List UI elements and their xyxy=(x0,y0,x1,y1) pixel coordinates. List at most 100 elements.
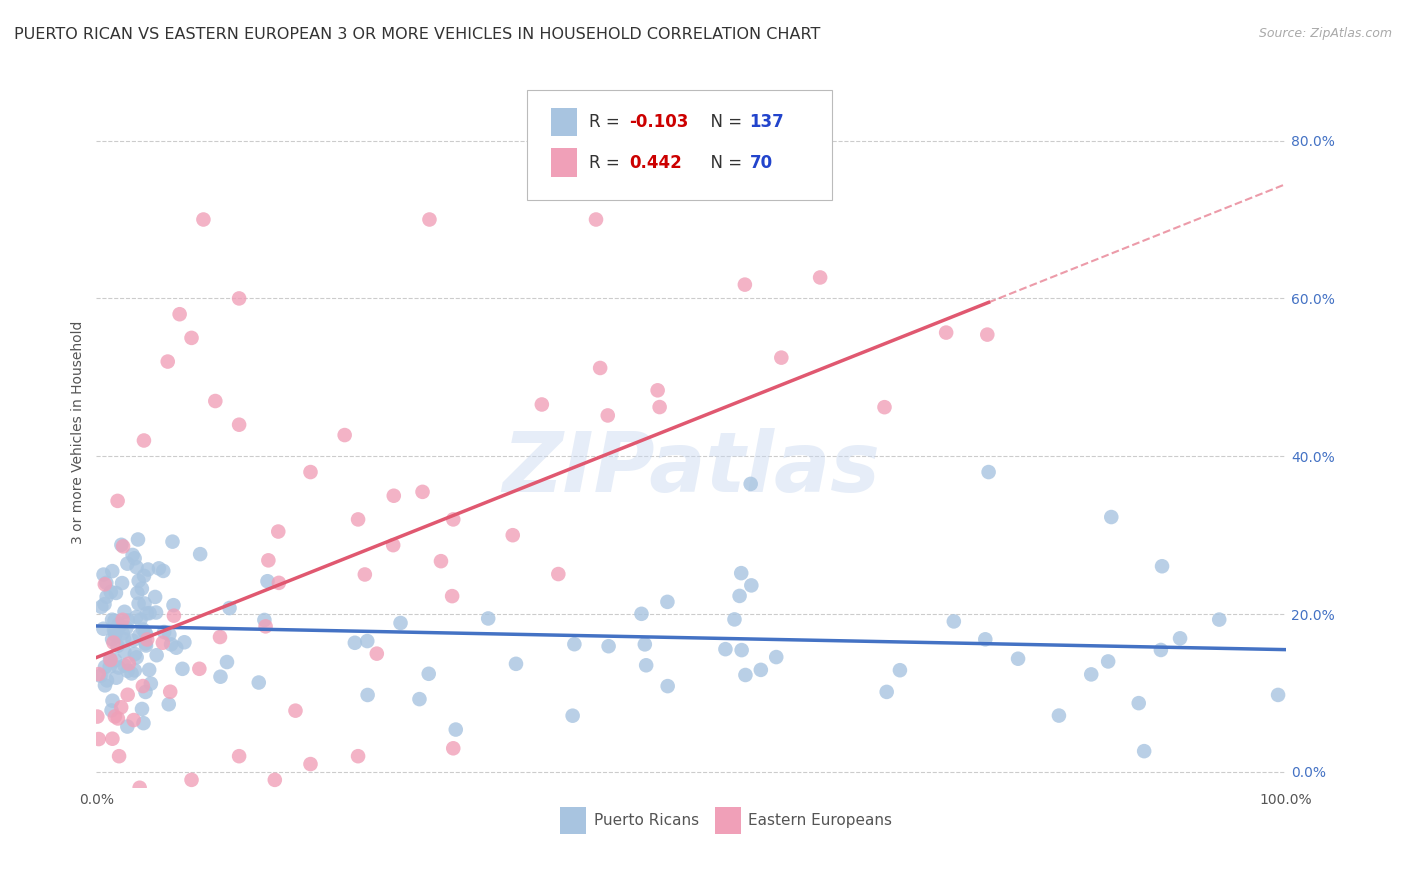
Point xyxy=(103,623,125,637)
Point xyxy=(152,636,174,650)
Point xyxy=(128,574,150,588)
Text: Puerto Ricans: Puerto Ricans xyxy=(593,813,699,828)
FancyBboxPatch shape xyxy=(527,89,831,201)
Point xyxy=(145,648,167,663)
Point xyxy=(136,632,159,647)
Text: Source: ZipAtlas.com: Source: ZipAtlas.com xyxy=(1258,27,1392,40)
Point xyxy=(502,528,524,542)
Point xyxy=(172,662,194,676)
Point xyxy=(441,512,464,526)
Point xyxy=(1099,510,1122,524)
Point xyxy=(228,417,250,432)
Point xyxy=(162,598,184,612)
Point xyxy=(114,658,136,673)
Point xyxy=(193,212,215,227)
Point xyxy=(107,617,129,632)
Point xyxy=(103,614,125,628)
Point xyxy=(382,538,405,552)
Point xyxy=(353,567,375,582)
Point xyxy=(589,361,612,376)
Point xyxy=(107,639,129,653)
Point xyxy=(100,653,122,667)
Point xyxy=(730,643,752,657)
Point xyxy=(93,567,115,582)
Point xyxy=(122,713,145,727)
Point xyxy=(134,636,156,650)
Point xyxy=(1150,559,1173,574)
Point xyxy=(1047,708,1070,723)
Point xyxy=(596,409,619,423)
Point xyxy=(765,650,787,665)
Point xyxy=(159,684,181,698)
Y-axis label: 3 or more Vehicles in Household: 3 or more Vehicles in Household xyxy=(72,321,86,544)
Point xyxy=(267,524,290,539)
FancyBboxPatch shape xyxy=(551,148,576,177)
Point xyxy=(505,657,527,671)
Point xyxy=(1128,696,1150,710)
Point xyxy=(740,476,762,491)
Point xyxy=(598,639,620,653)
Point xyxy=(299,465,322,479)
Text: -0.103: -0.103 xyxy=(630,113,689,131)
Text: Eastern Europeans: Eastern Europeans xyxy=(748,813,893,828)
Text: R =: R = xyxy=(589,153,624,171)
Point xyxy=(121,633,143,648)
Point xyxy=(165,640,187,655)
Point xyxy=(180,331,202,345)
Point xyxy=(1267,688,1289,702)
Point xyxy=(98,652,121,666)
Point xyxy=(148,561,170,575)
Point xyxy=(247,675,270,690)
Point xyxy=(107,660,129,674)
Point xyxy=(188,662,211,676)
Point xyxy=(121,548,143,562)
Point xyxy=(284,704,307,718)
Point xyxy=(132,623,155,637)
Point xyxy=(152,564,174,578)
Point xyxy=(418,666,440,681)
Point xyxy=(630,607,652,621)
Point xyxy=(343,636,366,650)
Point xyxy=(125,650,148,665)
Point xyxy=(124,551,146,566)
Point xyxy=(636,658,658,673)
Point xyxy=(96,590,118,604)
Point xyxy=(145,606,167,620)
Point xyxy=(107,711,129,725)
Point xyxy=(1097,655,1119,669)
Point xyxy=(135,607,157,621)
Point xyxy=(124,647,146,661)
Point xyxy=(228,292,250,306)
Point xyxy=(366,647,388,661)
Point xyxy=(134,625,156,640)
Point xyxy=(94,660,117,674)
Point xyxy=(101,694,124,708)
Point xyxy=(132,569,155,583)
Point xyxy=(1168,632,1191,646)
Point xyxy=(162,534,184,549)
Point xyxy=(157,627,180,641)
Point xyxy=(138,663,160,677)
Point xyxy=(98,659,121,673)
Point xyxy=(730,566,752,581)
Point xyxy=(441,589,464,603)
Point xyxy=(169,307,191,321)
Point xyxy=(889,663,911,677)
Point xyxy=(112,540,135,554)
Point xyxy=(117,557,139,571)
Point xyxy=(110,538,132,552)
Point xyxy=(94,678,117,692)
Point xyxy=(104,624,127,638)
Point xyxy=(134,597,156,611)
FancyBboxPatch shape xyxy=(716,807,741,834)
Point xyxy=(408,692,430,706)
Point xyxy=(87,732,110,747)
Point xyxy=(873,400,896,414)
Point xyxy=(749,663,772,677)
Point xyxy=(117,664,139,678)
Point xyxy=(111,576,134,591)
Point xyxy=(87,667,110,681)
Point xyxy=(935,326,957,340)
Point xyxy=(163,608,186,623)
Point xyxy=(128,780,150,795)
